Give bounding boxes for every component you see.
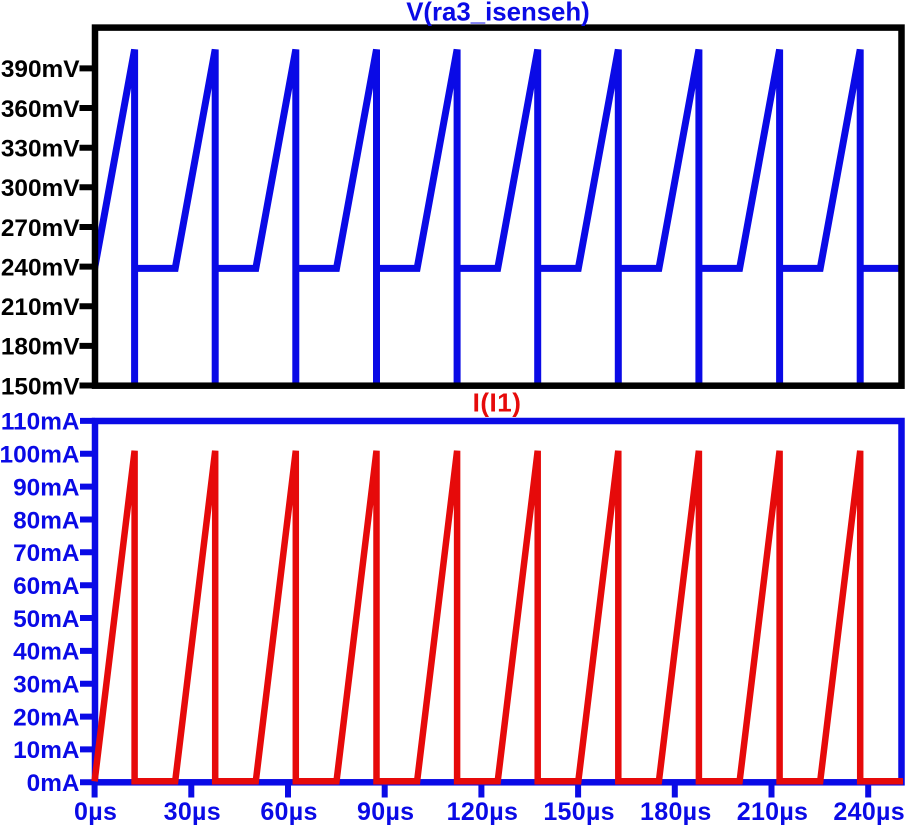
svg-text:10mA: 10mA — [13, 737, 79, 764]
svg-text:240µs: 240µs — [833, 798, 905, 826]
svg-text:330mV: 330mV — [1, 136, 80, 163]
svg-text:150µs: 150µs — [543, 798, 615, 826]
svg-text:20mA: 20mA — [13, 704, 79, 731]
svg-text:I(I1): I(I1) — [473, 388, 522, 418]
svg-text:90µs: 90µs — [357, 798, 414, 826]
svg-text:180µs: 180µs — [640, 798, 712, 826]
svg-text:180mV: 180mV — [1, 334, 80, 361]
svg-text:0mA: 0mA — [27, 770, 80, 797]
svg-text:30µs: 30µs — [164, 798, 221, 826]
svg-text:30mA: 30mA — [13, 672, 79, 699]
svg-text:60µs: 60µs — [260, 798, 317, 826]
svg-text:0µs: 0µs — [74, 798, 117, 826]
svg-text:70mA: 70mA — [13, 540, 79, 567]
svg-text:40mA: 40mA — [13, 639, 79, 666]
svg-text:300mV: 300mV — [1, 175, 80, 202]
svg-text:90mA: 90mA — [13, 474, 79, 501]
svg-text:360mV: 360mV — [1, 96, 80, 123]
svg-text:210µs: 210µs — [737, 798, 809, 826]
svg-text:120µs: 120µs — [447, 798, 519, 826]
svg-text:60mA: 60mA — [13, 573, 79, 600]
svg-text:80mA: 80mA — [13, 507, 79, 534]
svg-text:240mV: 240mV — [1, 254, 80, 281]
svg-text:V(ra3_isenseh): V(ra3_isenseh) — [406, 0, 590, 27]
svg-text:100mA: 100mA — [0, 442, 80, 469]
svg-text:390mV: 390mV — [1, 56, 80, 83]
svg-text:110mA: 110mA — [1, 409, 80, 436]
svg-text:50mA: 50mA — [13, 606, 79, 633]
svg-text:270mV: 270mV — [1, 215, 80, 242]
svg-text:150mV: 150mV — [1, 373, 80, 400]
svg-text:210mV: 210mV — [1, 294, 80, 321]
